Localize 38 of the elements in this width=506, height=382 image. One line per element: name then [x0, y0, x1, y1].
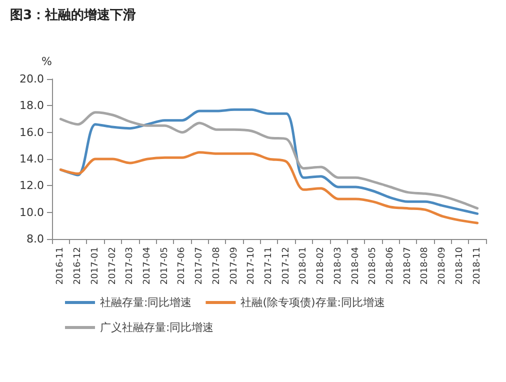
x-tick-label: 2016-12	[73, 247, 84, 285]
x-tick-label: 2018-11	[472, 247, 482, 285]
x-tick-label: 2018-08	[420, 246, 430, 285]
x-tick-label: 2018-02	[316, 247, 326, 285]
y-tick-label: 10.0	[20, 206, 44, 219]
x-tick-label: 2016-11	[56, 247, 66, 285]
x-tick-label: 2017-01	[90, 247, 100, 285]
x-tick-label: 2017-12	[281, 247, 292, 285]
x-tick-label: 2017-03	[125, 247, 136, 285]
y-tick-label: 14.0	[20, 152, 44, 166]
x-tick-label: 2018-10	[454, 246, 465, 285]
x-tick-label: 2017-05	[160, 247, 170, 285]
x-tick-label: 2018-05	[368, 247, 378, 285]
x-tick-label: 2018-04	[350, 246, 361, 285]
x-tick-label: 2018-01	[298, 247, 309, 285]
y-tick-label: 20.0	[20, 72, 44, 86]
x-tick-label: 2017-07	[194, 247, 205, 285]
x-tick-label: 2018-07	[402, 247, 413, 285]
line-series	[59, 151, 479, 224]
y-tick-label: 16.0	[20, 126, 44, 139]
y-tick-label: 8.0	[26, 232, 44, 246]
x-tick-label: 2017-11	[264, 247, 274, 285]
x-tick-label: 2017-04	[142, 246, 152, 285]
x-tick-label: 2018-03	[333, 247, 344, 285]
x-tick-label: 2017-10	[246, 246, 257, 285]
x-tick-label: 2017-09	[229, 246, 240, 285]
legend-label: 社融存量:同比增速	[100, 296, 192, 309]
x-tick-label: 2018-06	[386, 246, 396, 285]
y-tick-label: 12.0	[20, 179, 44, 192]
x-tick-label: 2017-06	[177, 246, 188, 285]
x-tick-label: 2017-02	[108, 247, 118, 285]
chart-title: 图3：社融的增速下滑	[10, 7, 136, 24]
x-tick-label: 2017-08	[212, 246, 222, 285]
legend-label: 社融(除专项债)存量:同比增速	[240, 296, 386, 309]
y-tick-label: 18.0	[20, 99, 44, 112]
x-tick-label: 2018-09	[438, 246, 448, 285]
y-axis-title: %	[42, 55, 52, 68]
legend-label: 广义社融存量:同比增速	[100, 321, 214, 334]
